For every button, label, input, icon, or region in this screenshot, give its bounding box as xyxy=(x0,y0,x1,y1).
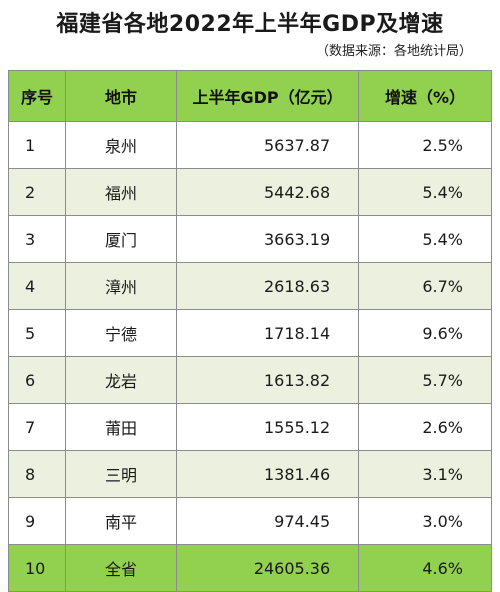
cell-growth: 6.7% xyxy=(358,262,492,310)
header-gdp: 上半年GDP（亿元） xyxy=(175,70,360,122)
cell-city: 龙岩 xyxy=(65,356,177,404)
table-row: 1 泉州 5637.87 2.5% xyxy=(7,121,492,169)
cell-gdp: 1555.12 xyxy=(175,403,360,451)
table-header-row: 序号 地市 上半年GDP（亿元） 增速（%） xyxy=(7,70,492,122)
cell-city: 三明 xyxy=(65,450,177,498)
cell-city: 福州 xyxy=(65,168,177,216)
table-row: 5 宁德 1718.14 9.6% xyxy=(7,309,492,357)
gdp-table: 序号 地市 上半年GDP（亿元） 增速（%） 1 泉州 5637.87 2.5%… xyxy=(7,70,492,592)
data-source-note: （数据来源：各地统计局） xyxy=(315,44,472,59)
cell-growth: 2.5% xyxy=(358,121,492,169)
cell-gdp: 1718.14 xyxy=(175,309,360,357)
cell-growth: 4.6% xyxy=(358,544,492,592)
cell-index: 1 xyxy=(7,121,67,169)
header-growth: 增速（%） xyxy=(358,70,492,122)
table-row: 4 漳州 2618.63 6.7% xyxy=(7,262,492,310)
cell-index: 4 xyxy=(7,262,67,310)
cell-gdp: 3663.19 xyxy=(175,215,360,263)
cell-city: 厦门 xyxy=(65,215,177,263)
cell-growth: 5.4% xyxy=(358,215,492,263)
cell-index: 3 xyxy=(7,215,67,263)
cell-index: 8 xyxy=(7,450,67,498)
cell-index: 5 xyxy=(7,309,67,357)
cell-city: 宁德 xyxy=(65,309,177,357)
cell-gdp: 5637.87 xyxy=(175,121,360,169)
table-row: 2 福州 5442.68 5.4% xyxy=(7,168,492,216)
cell-growth: 5.7% xyxy=(358,356,492,404)
cell-index: 9 xyxy=(7,497,67,545)
cell-growth: 9.6% xyxy=(358,309,492,357)
cell-gdp: 24605.36 xyxy=(175,544,360,592)
table-row: 9 南平 974.45 3.0% xyxy=(7,497,492,545)
cell-gdp: 974.45 xyxy=(175,497,360,545)
cell-gdp: 1613.82 xyxy=(175,356,360,404)
cell-city: 莆田 xyxy=(65,403,177,451)
cell-gdp: 5442.68 xyxy=(175,168,360,216)
cell-city: 全省 xyxy=(65,544,177,592)
cell-city: 泉州 xyxy=(65,121,177,169)
page-title: 福建省各地2022年上半年GDP及增速 xyxy=(56,12,444,37)
cell-index: 7 xyxy=(7,403,67,451)
cell-gdp: 1381.46 xyxy=(175,450,360,498)
cell-index: 6 xyxy=(7,356,67,404)
cell-growth: 2.6% xyxy=(358,403,492,451)
cell-gdp: 2618.63 xyxy=(175,262,360,310)
cell-city: 漳州 xyxy=(65,262,177,310)
table-total-row: 10 全省 24605.36 4.6% xyxy=(7,544,492,592)
cell-growth: 5.4% xyxy=(358,168,492,216)
table-row: 3 厦门 3663.19 5.4% xyxy=(7,215,492,263)
table-row: 6 龙岩 1613.82 5.7% xyxy=(7,356,492,404)
cell-index: 2 xyxy=(7,168,67,216)
cell-growth: 3.1% xyxy=(358,450,492,498)
cell-index: 10 xyxy=(7,544,67,592)
table-row: 8 三明 1381.46 3.1% xyxy=(7,450,492,498)
header-city: 地市 xyxy=(65,70,177,122)
cell-city: 南平 xyxy=(65,497,177,545)
header-index: 序号 xyxy=(7,70,67,122)
cell-growth: 3.0% xyxy=(358,497,492,545)
table-row: 7 莆田 1555.12 2.6% xyxy=(7,403,492,451)
